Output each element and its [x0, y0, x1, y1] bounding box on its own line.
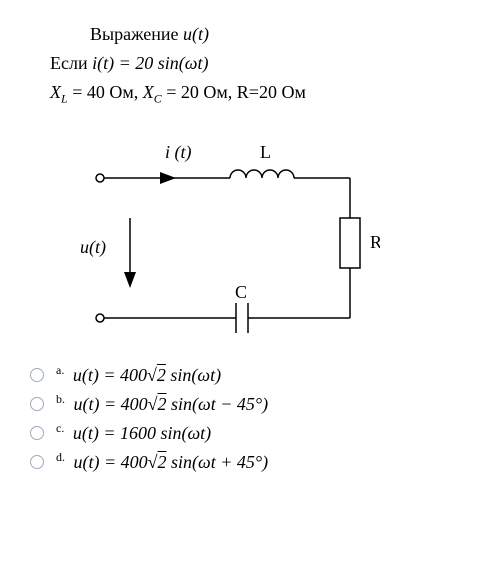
- radio-icon[interactable]: [30, 368, 44, 382]
- circuit-label-C: C: [235, 282, 247, 302]
- option-a-content: a. u(t) = 400√2 sin(ωt): [56, 363, 221, 386]
- option-letter: d.: [56, 450, 65, 464]
- question-line-2: Если i(t) = 20 sin(ωt): [50, 49, 470, 78]
- option-c-content: c. u(t) = 1600 sin(ωt): [56, 421, 211, 444]
- option-b-content: b. u(t) = 400√2 sin(ωt − 45°): [56, 392, 268, 415]
- radio-icon[interactable]: [30, 455, 44, 469]
- xl-sub: L: [61, 91, 68, 105]
- circuit-label-L: L: [260, 142, 271, 162]
- circuit-label-i: i (t): [165, 142, 192, 163]
- option-letter: a.: [56, 363, 64, 377]
- xc-label: X: [143, 82, 154, 102]
- option-formula-prefix: u(t) = 400: [73, 365, 147, 385]
- xc-sub: C: [154, 91, 162, 105]
- options-block: a. u(t) = 400√2 sin(ωt) b. u(t) = 400√2 …: [30, 363, 470, 473]
- option-a[interactable]: a. u(t) = 400√2 sin(ωt): [30, 363, 470, 386]
- option-d[interactable]: d. u(t) = 400√2 sin(ωt + 45°): [30, 450, 470, 473]
- circuit-label-R: R: [370, 232, 380, 252]
- given-expr: i(t) = 20 sin(ωt): [92, 53, 208, 73]
- option-sqrt: 2: [158, 394, 167, 414]
- radio-icon[interactable]: [30, 397, 44, 411]
- option-sqrt: 2: [158, 452, 167, 472]
- option-formula-suffix: sin(ωt − 45°): [167, 394, 269, 414]
- xl-label: X: [50, 82, 61, 102]
- xc-val: = 20 Ом, R=20 Ом: [162, 82, 306, 102]
- question-line-3: XL = 40 Ом, XC = 20 Ом, R=20 Ом: [50, 78, 470, 109]
- option-c[interactable]: c. u(t) = 1600 sin(ωt): [30, 421, 470, 444]
- option-sqrt: 2: [157, 365, 166, 385]
- question-block: Выражение u(t) Если i(t) = 20 sin(ωt) XL…: [30, 20, 470, 108]
- option-formula-prefix: u(t) = 400: [74, 452, 148, 472]
- circuit-diagram: i (t) L R C u(t): [70, 128, 470, 343]
- option-formula-suffix: sin(ωt): [166, 365, 221, 385]
- option-letter: b.: [56, 392, 65, 406]
- xl-val: = 40 Ом,: [68, 82, 143, 102]
- option-d-content: d. u(t) = 400√2 sin(ωt + 45°): [56, 450, 268, 473]
- option-letter: c.: [56, 421, 64, 435]
- given-prefix: Если: [50, 53, 92, 73]
- question-prefix: Выражение: [90, 24, 183, 44]
- option-b[interactable]: b. u(t) = 400√2 sin(ωt − 45°): [30, 392, 470, 415]
- option-formula-prefix: u(t) = 400: [74, 394, 148, 414]
- question-line-1: Выражение u(t): [90, 20, 470, 49]
- radio-icon[interactable]: [30, 426, 44, 440]
- option-formula-prefix: u(t) = 1600 sin(ωt): [73, 423, 211, 443]
- question-expr: u(t): [183, 24, 209, 44]
- option-formula-suffix: sin(ωt + 45°): [167, 452, 269, 472]
- circuit-label-u: u(t): [80, 237, 106, 258]
